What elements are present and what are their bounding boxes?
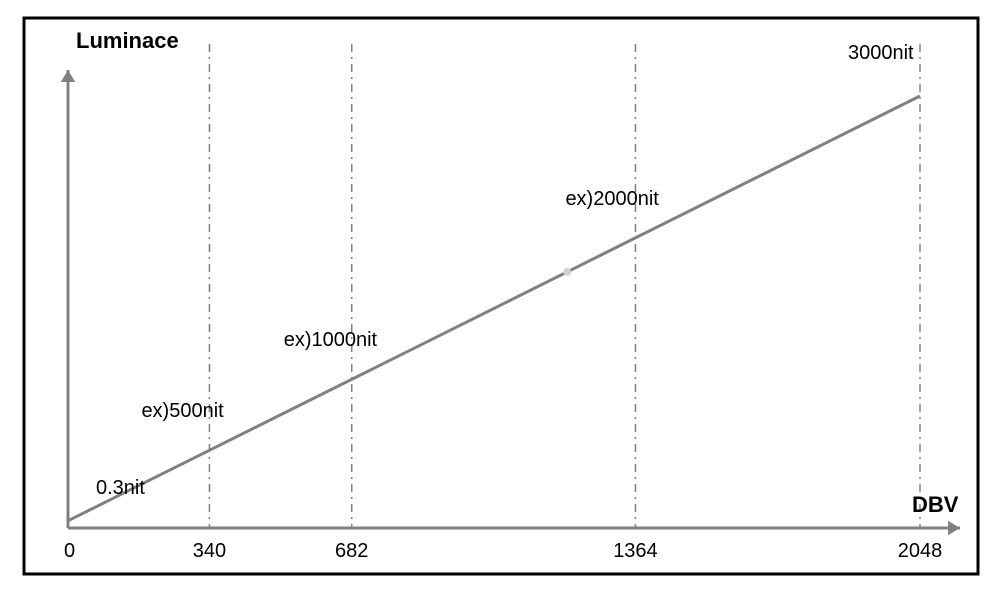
- y-axis-title: Luminace: [76, 28, 179, 54]
- data-point-label: ex)500nit: [141, 400, 223, 423]
- data-point-label: 0.3nit: [96, 477, 145, 500]
- data-point-label: 3000nit: [848, 42, 914, 65]
- x-tick-label: 682: [322, 540, 382, 563]
- x-axis-title: DBV: [912, 492, 958, 518]
- x-tick-label: 0: [64, 540, 94, 563]
- chart-svg: [0, 0, 1000, 590]
- x-tick-label: 340: [179, 540, 239, 563]
- data-point-label: ex)1000nit: [284, 329, 377, 352]
- data-point-label: ex)2000nit: [565, 188, 658, 211]
- x-tick-label: 2048: [890, 540, 950, 563]
- x-tick-label: 1364: [605, 540, 665, 563]
- chart-container: Luminace DBV 0 340 682 1364 2048 0.3nit ex)500ni…: [0, 0, 1000, 590]
